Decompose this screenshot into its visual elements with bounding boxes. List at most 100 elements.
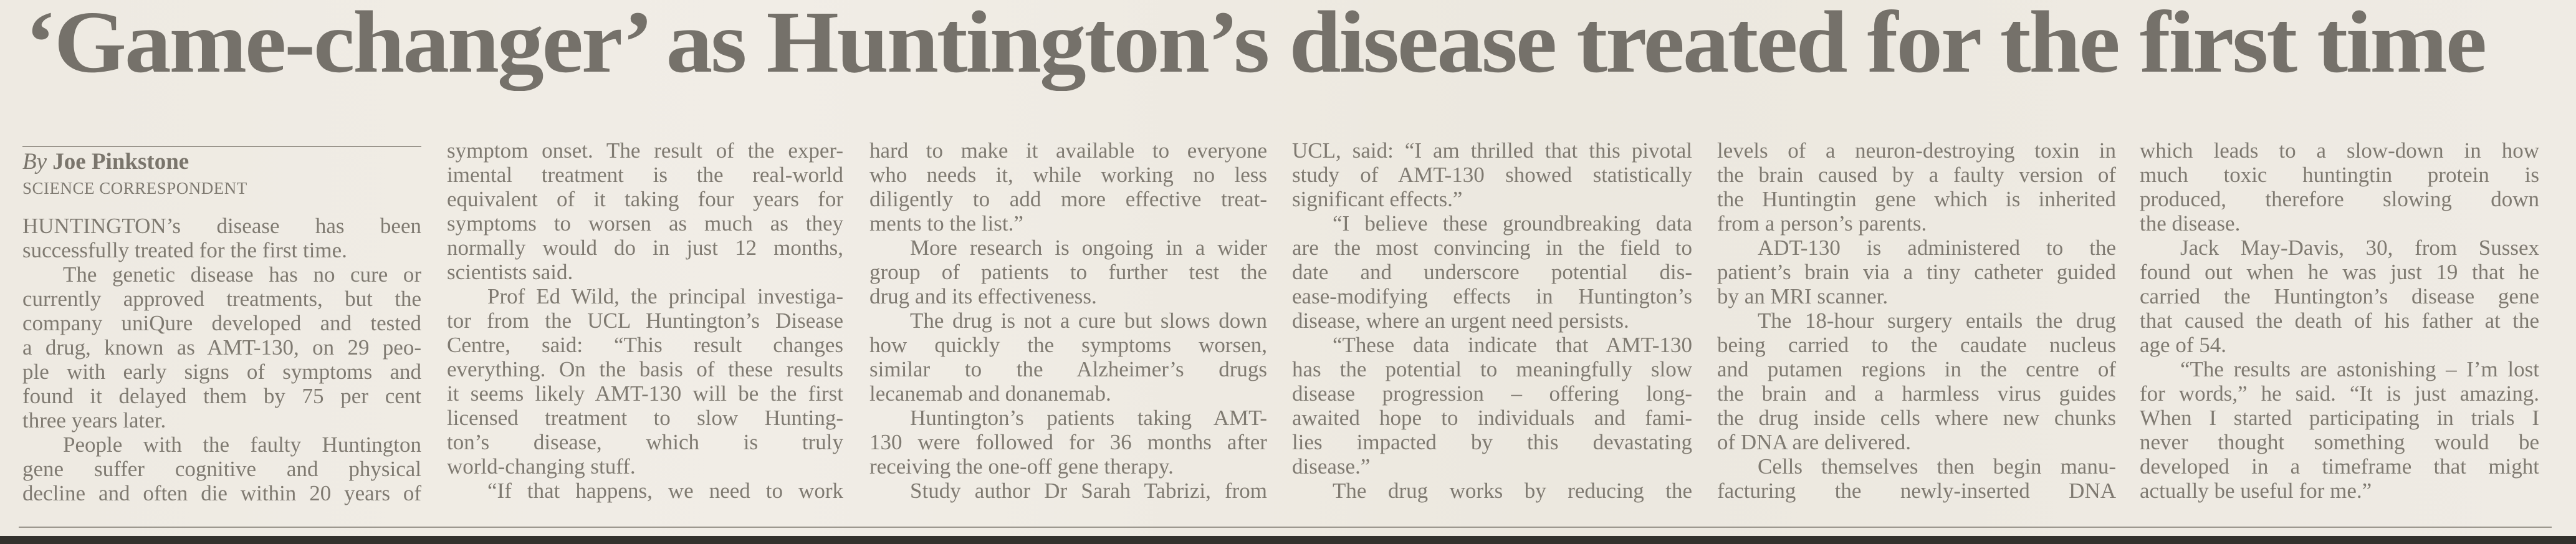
text-line: date and underscore potential dis- bbox=[1292, 260, 1692, 284]
text-line: 130 were followed for 36 months after bbox=[869, 430, 1267, 454]
text-line: the brain caused by a faulty version of bbox=[1717, 163, 2116, 187]
text-line: When I started participating in trials I bbox=[2140, 406, 2539, 430]
text-line: Cells themselves then begin manu- bbox=[1758, 454, 2116, 479]
text-line: has the potential to meaningfully slow bbox=[1292, 357, 1692, 381]
text-line: drug and its effectiveness. bbox=[869, 284, 1097, 308]
paragraph: which leads to a slow-down in how much to… bbox=[2140, 138, 2539, 236]
article-column-1: HUNTINGTON’s disease has been successfull… bbox=[22, 214, 421, 505]
text-line: disease progression – offering long- bbox=[1292, 381, 1692, 406]
text-line: tor from the UCL Huntington’s Disease bbox=[447, 308, 843, 333]
text-line: disease.” bbox=[1292, 454, 1371, 479]
text-line: lies impacted by this devastating bbox=[1292, 430, 1692, 454]
bottom-rule bbox=[19, 527, 2552, 528]
text-line: “The results are astonishing – I’m lost bbox=[2180, 357, 2539, 381]
text-line: levels of a neuron-destroying toxin in bbox=[1717, 138, 2116, 163]
author-name: Joe Pinkstone bbox=[52, 149, 189, 174]
text-line: diligently to add more effective treat- bbox=[869, 187, 1267, 211]
text-line: Jack May-Davis, 30, from Sussex bbox=[2180, 236, 2539, 260]
text-line: and putamen regions in the centre of bbox=[1717, 357, 2116, 381]
text-line: the brain and a harmless virus guides bbox=[1717, 381, 2116, 406]
text-line: of DNA are delivered. bbox=[1717, 430, 1911, 454]
text-line: symptoms to worsen as much as they bbox=[447, 211, 843, 236]
text-line: company uniQure developed and tested bbox=[22, 311, 421, 335]
text-line: decline and often die within 20 years of bbox=[22, 481, 421, 505]
text-line: the drug inside cells where new chunks bbox=[1717, 406, 2116, 430]
text-line: everything. On the basis of these result… bbox=[447, 357, 843, 381]
text-line: currently approved treatments, but the bbox=[22, 287, 421, 311]
text-line: for words,” he said. “It is just amazing… bbox=[2140, 381, 2539, 406]
paragraph: The drug is not a cure but slows down how… bbox=[869, 308, 1267, 406]
article-column-5: levels of a neuron-destroying toxin in th… bbox=[1717, 138, 2116, 503]
text-line: The drug is not a cure but slows down bbox=[910, 308, 1267, 333]
paragraph: ADT-130 is administered to the patient’s … bbox=[1717, 236, 2116, 308]
text-line: age of 54. bbox=[2140, 333, 2226, 357]
text-line: disease, where an urgent need persists. bbox=[1292, 308, 1629, 333]
text-line: “I believe these groundbreaking data bbox=[1333, 211, 1692, 236]
article-column-3: hard to make it available to everyone who… bbox=[869, 138, 1267, 503]
text-line: significant effects.” bbox=[1292, 187, 1463, 211]
text-line: ADT-130 is administered to the bbox=[1758, 236, 2116, 260]
author-role: SCIENCE CORRESPONDENT bbox=[22, 179, 247, 198]
text-line: from a person’s parents. bbox=[1717, 211, 1927, 236]
text-line: study of AMT-130 showed statistically bbox=[1292, 163, 1692, 187]
article-column-4: UCL, said: “I am thrilled that this pivo… bbox=[1292, 138, 1692, 503]
text-line: carried the Huntington’s disease gene bbox=[2140, 284, 2539, 308]
text-line: “These data indicate that AMT-130 bbox=[1333, 333, 1692, 357]
text-line: ton’s disease, which is truly bbox=[447, 430, 843, 454]
text-line: ple with early signs of symptoms and bbox=[22, 360, 421, 384]
paragraph: Jack May-Davis, 30, from Sussex found out… bbox=[2140, 236, 2539, 357]
text-line: which leads to a slow-down in how bbox=[2140, 138, 2539, 163]
text-line: never thought something would be bbox=[2140, 430, 2539, 454]
text-line: successfully treated for the first time. bbox=[22, 238, 347, 262]
text-line: “If that happens, we need to work bbox=[487, 479, 843, 503]
text-line: More research is ongoing in a wider bbox=[910, 236, 1267, 260]
text-line: the disease. bbox=[2140, 211, 2241, 236]
text-line: Prof Ed Wild, the principal investiga- bbox=[487, 284, 843, 308]
byline-prefix: By bbox=[22, 149, 47, 174]
paragraph: levels of a neuron-destroying toxin in th… bbox=[1717, 138, 2116, 236]
text-line: ease-modifying effects in Huntington’s bbox=[1292, 284, 1692, 308]
paragraph: Prof Ed Wild, the principal investiga-to… bbox=[447, 284, 843, 479]
paragraph: “These data indicate that AMT-130 has the… bbox=[1292, 333, 1692, 479]
text-line: actually be useful for me.” bbox=[2140, 479, 2372, 503]
text-line: Huntington’s patients taking AMT- bbox=[910, 406, 1267, 430]
text-line: that caused the death of his father at t… bbox=[2140, 308, 2539, 333]
text-line: group of patients to further test the bbox=[869, 260, 1267, 284]
text-line: similar to the Alzheimer’s drugs bbox=[869, 357, 1267, 381]
text-line: equivalent of it taking four years for bbox=[447, 187, 843, 211]
text-line: receiving the one-off gene therapy. bbox=[869, 454, 1174, 479]
paragraph: “I believe these groundbreaking data are … bbox=[1292, 211, 1692, 333]
text-line: People with the faulty Huntington bbox=[63, 432, 421, 457]
paragraph: UCL, said: “I am thrilled that this pivo… bbox=[1292, 138, 1692, 211]
text-line: licensed treatment to slow Hunting- bbox=[447, 406, 843, 430]
paragraph: Study author Dr Sarah Tabrizi, from bbox=[869, 479, 1267, 503]
paragraph: Cells themselves then begin manu-facturi… bbox=[1717, 454, 2116, 503]
paragraph: HUNTINGTON’s disease has been successfull… bbox=[22, 214, 421, 262]
text-line: hard to make it available to everyone bbox=[869, 138, 1267, 163]
text-line: normally would do in just 12 months, bbox=[447, 236, 843, 260]
text-line: patient’s brain via a tiny catheter guid… bbox=[1717, 260, 2116, 284]
text-line: ments to the list.” bbox=[869, 211, 1023, 236]
text-line: Centre, said: “This result changes bbox=[447, 333, 843, 357]
text-line: found it delayed them by 75 per cent bbox=[22, 384, 421, 408]
text-line: are the most convincing in the field to bbox=[1292, 236, 1692, 260]
text-line: Study author Dr Sarah Tabrizi, from bbox=[910, 479, 1267, 503]
byline: By Joe Pinkstone bbox=[22, 150, 189, 174]
headline: ‘Game-changer’ as Huntington’s disease t… bbox=[25, 0, 2487, 91]
text-line: The genetic disease has no cure or bbox=[63, 262, 421, 287]
paragraph: The 18-hour surgery entails the drug bein… bbox=[1717, 308, 2116, 454]
text-line: symptom onset. The result of the exper- bbox=[447, 138, 843, 163]
text-line: gene suffer cognitive and physical bbox=[22, 457, 421, 481]
text-line: by an MRI scanner. bbox=[1717, 284, 1889, 308]
paragraph: More research is ongoing in a wider group… bbox=[869, 236, 1267, 308]
text-line: it seems likely AMT-130 will be the firs… bbox=[447, 381, 843, 406]
background-edge bbox=[0, 536, 2576, 544]
text-line: imental treatment is the real-world bbox=[447, 163, 843, 187]
text-line: much toxic huntingtin protein is bbox=[2140, 163, 2539, 187]
article-column-6: which leads to a slow-down in how much to… bbox=[2140, 138, 2539, 503]
text-line: found out when he was just 19 that he bbox=[2140, 260, 2539, 284]
text-line: facturing the newly-inserted DNA bbox=[1717, 479, 2116, 503]
text-line: the Huntingtin gene which is inherited bbox=[1717, 187, 2116, 211]
text-line: lecanemab and donanemab. bbox=[869, 381, 1111, 406]
text-line: how quickly the symptoms worsen, bbox=[869, 333, 1267, 357]
